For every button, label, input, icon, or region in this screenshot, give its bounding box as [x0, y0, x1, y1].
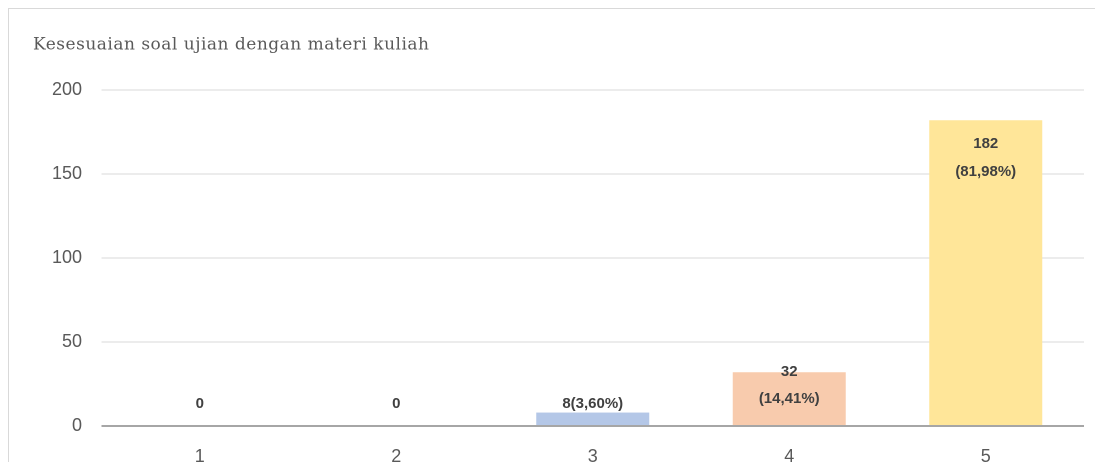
bar — [929, 120, 1043, 427]
value-label: 0 — [196, 395, 204, 412]
y-tick-label: 100 — [52, 247, 82, 267]
x-tick-label: 3 — [588, 446, 598, 462]
y-tick-label: 150 — [52, 163, 82, 183]
bar — [732, 372, 846, 426]
value-label: (14,41%) — [759, 390, 820, 407]
value-label: 8(3,60%) — [562, 395, 623, 412]
chart-border — [8, 8, 1095, 462]
value-label: (81,98%) — [955, 163, 1016, 180]
value-label: 32 — [781, 363, 798, 380]
x-tick-label: 2 — [391, 446, 401, 462]
y-tick-label: 50 — [62, 331, 82, 351]
value-label: 182 — [973, 135, 998, 152]
x-tick-label: 1 — [195, 446, 205, 462]
x-tick-label: 5 — [981, 446, 991, 462]
y-tick-label: 0 — [72, 415, 82, 435]
value-label: 0 — [392, 395, 400, 412]
chart-title: Kesesuaian soal ujian dengan materi kuli… — [33, 35, 430, 55]
y-tick-label: 200 — [52, 79, 82, 99]
x-tick-label: 4 — [784, 446, 794, 462]
bar — [536, 412, 650, 426]
